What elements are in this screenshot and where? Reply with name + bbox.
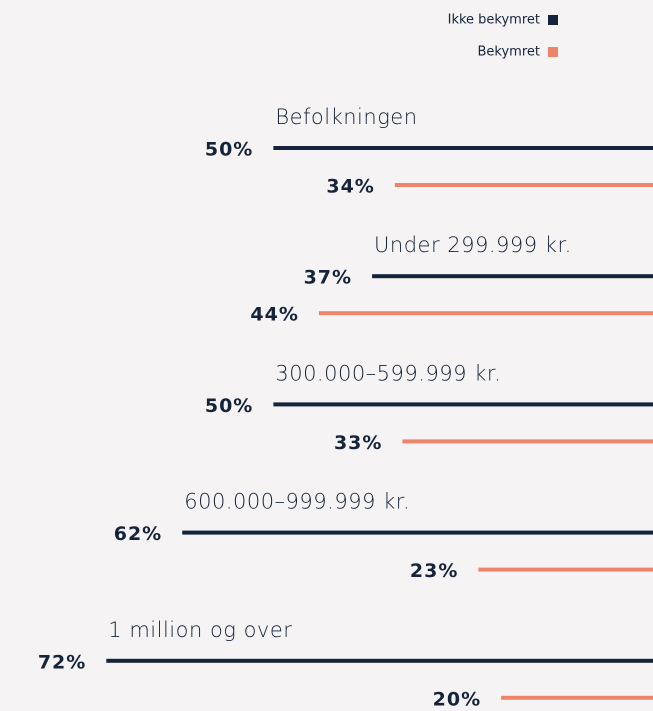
- legend-swatch: [548, 47, 558, 57]
- value-label: 62%: [114, 523, 162, 545]
- value-label: 34%: [326, 176, 374, 198]
- category-label: 1 million og over: [108, 618, 292, 642]
- bar: [478, 567, 653, 572]
- value-label: 23%: [410, 560, 458, 582]
- bar: [501, 695, 653, 700]
- value-label: 44%: [250, 304, 298, 326]
- legend-label: Bekymret: [478, 45, 541, 60]
- bar: [273, 402, 653, 407]
- value-label: 37%: [304, 267, 352, 289]
- bar: [394, 183, 653, 187]
- category-label: Befolkningen: [275, 105, 417, 129]
- category-label: Under 299.999 kr.: [374, 233, 572, 257]
- legend-swatch: [548, 15, 558, 25]
- value-label: 72%: [38, 651, 86, 673]
- legend-label: Ikke bekymret: [448, 13, 540, 28]
- category-label: 300.000–599.999 kr.: [275, 361, 501, 385]
- bar: [318, 311, 653, 316]
- value-label: 20%: [433, 688, 481, 710]
- bar: [106, 658, 653, 663]
- bar: [372, 274, 653, 279]
- value-label: 50%: [205, 395, 253, 417]
- bar: [273, 146, 653, 150]
- bar: [402, 439, 653, 444]
- value-label: 33%: [334, 432, 382, 454]
- category-label: 600.000–999.999 kr.: [184, 490, 410, 514]
- bar: [182, 530, 653, 535]
- value-label: 50%: [205, 139, 253, 161]
